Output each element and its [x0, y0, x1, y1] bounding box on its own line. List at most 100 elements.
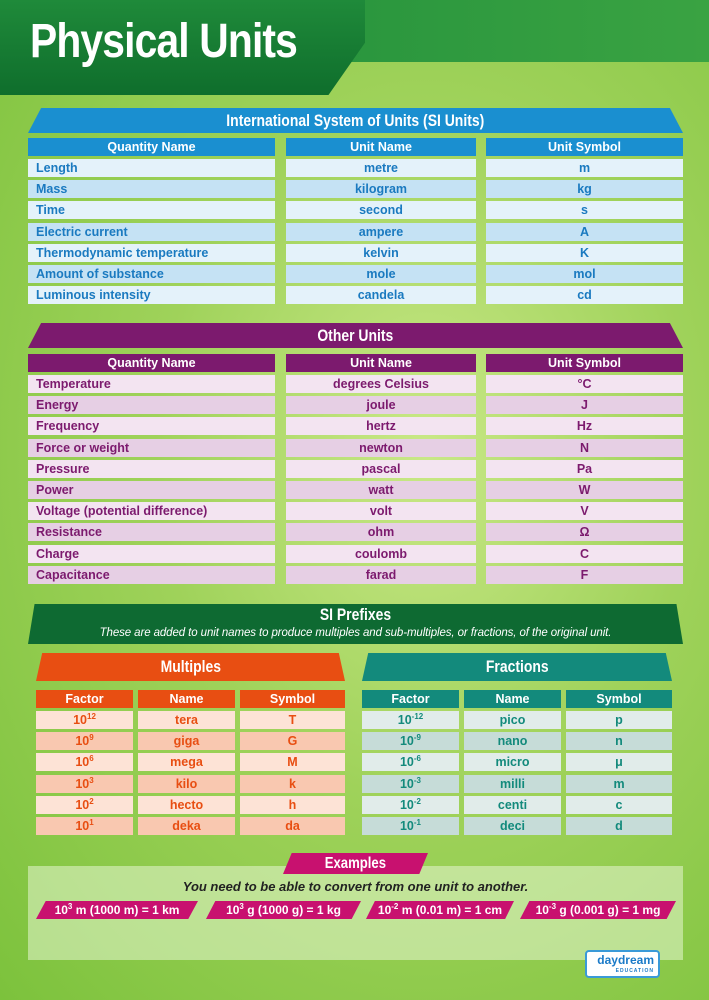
fractions-heading-text: Fractions — [485, 657, 549, 676]
factor-base: 10 — [399, 734, 414, 749]
table-cell: pascal — [286, 459, 476, 478]
column-header: Name — [464, 690, 561, 708]
table-cell: m — [566, 774, 672, 793]
table-cell: W — [486, 481, 683, 499]
logo-text: daydream — [597, 953, 654, 967]
table-cell: second — [286, 201, 476, 220]
column-header: Unit Symbol — [486, 354, 683, 372]
factor-exponent: -12 — [411, 711, 424, 721]
table-cell: °C — [486, 375, 683, 393]
table-cell-quantity: Charge — [28, 544, 275, 563]
table-cell: μ — [566, 753, 672, 772]
example-base: 10 — [535, 903, 549, 917]
table-cell: ampere — [286, 222, 476, 241]
table-cell: m — [486, 159, 683, 177]
factor-exponent: 3 — [89, 775, 94, 785]
table-cell: joule — [286, 396, 476, 415]
daydream-logo: daydream EDUCATION — [585, 950, 660, 978]
table-cell: Ω — [486, 523, 683, 542]
factor-base: 10 — [399, 819, 414, 833]
table-cell: n — [566, 732, 672, 751]
table-cell-quantity: 10-1 — [362, 817, 459, 835]
table-cell: K — [486, 243, 683, 262]
column-header: Unit Name — [286, 138, 476, 156]
factor-exponent: 12 — [87, 711, 96, 721]
page-title: Physical Units — [30, 15, 298, 68]
factor-base: 10 — [75, 797, 90, 812]
table-cell: degrees Celsius — [286, 375, 476, 393]
prefixes-heading: SI Prefixes These are added to unit name… — [28, 604, 683, 644]
example-text: g (0.001 g) = 1 mg — [556, 903, 661, 917]
table-cell-quantity: Capacitance — [28, 565, 275, 584]
example-base: 10 — [377, 903, 392, 917]
table-cell: giga — [138, 732, 235, 751]
table-cell: Pa — [486, 459, 683, 478]
factor-exponent: -2 — [413, 796, 422, 806]
factor-base: 10 — [75, 819, 90, 833]
table-cell: tera — [138, 711, 235, 729]
table-cell: F — [486, 565, 683, 584]
example-text: m (0.01 m) = 1 cm — [398, 903, 503, 917]
factor-base: 10 — [75, 776, 90, 791]
table-cell: deci — [464, 817, 561, 835]
table-cell: hecto — [138, 795, 235, 814]
prefixes-subtitle: These are added to unit names to produce… — [99, 627, 612, 639]
example-text: g (1000 g) = 1 kg — [243, 903, 341, 917]
table-cell-quantity: Length — [28, 159, 275, 177]
table-cell: J — [486, 396, 683, 415]
column-header: Factor — [362, 690, 459, 708]
table-cell-quantity: Luminous intensity — [28, 286, 275, 305]
column-header: Symbol — [566, 690, 672, 708]
table-cell-quantity: 1012 — [36, 711, 133, 729]
column-header: Quantity Name — [28, 354, 275, 372]
table-cell: mol — [486, 265, 683, 283]
table-cell-quantity: Time — [28, 201, 275, 220]
si-heading: International System of Units (SI Units) — [28, 108, 683, 133]
example-pill: 103 m (1000 m) = 1 km — [36, 901, 198, 919]
column-header: Quantity Name — [28, 138, 275, 156]
table-cell: cd — [486, 286, 683, 305]
multiples-heading-text: Multiples — [160, 657, 221, 676]
table-cell: h — [240, 795, 345, 814]
table-cell-quantity: 102 — [36, 795, 133, 814]
factor-exponent: -3 — [413, 775, 422, 785]
table-cell: T — [240, 711, 345, 729]
example-text: m (1000 m) = 1 km — [72, 903, 180, 917]
column-header: Unit Symbol — [486, 138, 683, 156]
title-banner — [0, 0, 365, 95]
table-cell: kelvin — [286, 243, 476, 262]
table-cell: candela — [286, 286, 476, 305]
example-base: 10 — [54, 903, 68, 917]
table-cell: micro — [464, 753, 561, 772]
prefixes-heading-text: SI Prefixes — [319, 605, 392, 624]
column-header: Name — [138, 690, 235, 708]
table-cell: N — [486, 438, 683, 457]
table-cell-quantity: Frequency — [28, 417, 275, 436]
table-cell: Hz — [486, 417, 683, 436]
table-cell: kilo — [138, 774, 235, 793]
table-cell: A — [486, 222, 683, 241]
table-cell-quantity: Amount of substance — [28, 265, 275, 283]
table-cell: kg — [486, 180, 683, 199]
table-cell-quantity: 10-2 — [362, 795, 459, 814]
table-cell-quantity: 101 — [36, 817, 133, 835]
factor-exponent: 9 — [89, 733, 94, 743]
example-pill: 10-2 m (0.01 m) = 1 cm — [366, 901, 514, 919]
table-cell-quantity: 10-12 — [362, 711, 459, 729]
examples-subtitle: You need to be able to convert from one … — [182, 879, 529, 894]
table-cell: watt — [286, 481, 476, 499]
table-cell: da — [240, 817, 345, 835]
examples-heading: Examples — [283, 853, 428, 874]
factor-exponent: 6 — [89, 754, 94, 764]
table-cell: hertz — [286, 417, 476, 436]
example-pill: 10-3 g (0.001 g) = 1 mg — [520, 901, 676, 919]
table-cell: coulomb — [286, 544, 476, 563]
example-exponent: -2 — [391, 902, 399, 911]
table-cell: d — [566, 817, 672, 835]
table-cell-quantity: Mass — [28, 180, 275, 199]
table-cell: volt — [286, 502, 476, 521]
example-exponent: -3 — [548, 902, 557, 911]
column-header: Factor — [36, 690, 133, 708]
table-cell-quantity: Force or weight — [28, 438, 275, 457]
other-heading-text: Other Units — [317, 326, 394, 345]
